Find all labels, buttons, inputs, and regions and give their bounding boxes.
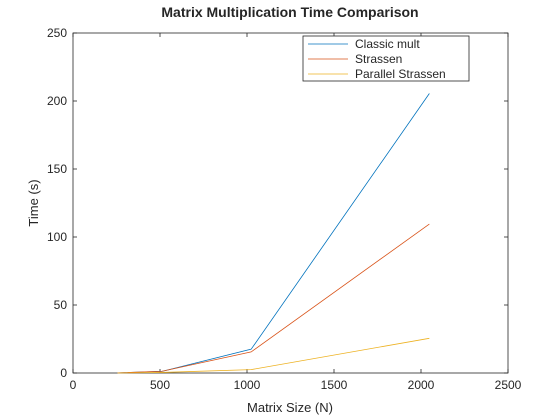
legend-box — [302, 35, 470, 82]
x-axis-label: Matrix Size (N) — [247, 400, 333, 415]
x-tick-label: 2500 — [495, 378, 522, 392]
x-tick-label: 0 — [70, 378, 77, 392]
y-axis-label: Time (s) — [26, 179, 41, 226]
series-lines — [117, 93, 430, 374]
y-tick-label: 0 — [60, 366, 67, 380]
x-tick-label: 500 — [150, 378, 170, 392]
y-tick-label: 250 — [47, 26, 67, 40]
y-tick-label: 200 — [47, 94, 67, 108]
x-tick-label: 1000 — [234, 378, 261, 392]
y-tick-label: 100 — [47, 230, 67, 244]
series-line-3 — [117, 337, 430, 374]
series-line-2 — [117, 223, 430, 374]
chart-title: Matrix Multiplication Time Comparison — [161, 4, 418, 20]
y-tick-label: 50 — [54, 298, 68, 312]
x-axis: 0 500 1000 1500 2000 2500 — [70, 33, 522, 392]
legend-label-3: Parallel Strassen — [355, 67, 446, 81]
x-tick-label: 2000 — [408, 378, 435, 392]
legend-label-1: Classic mult — [355, 37, 420, 51]
x-tick-label: 1500 — [321, 378, 348, 392]
y-axis: 0 50 100 150 200 250 — [47, 26, 508, 380]
legend-label-2: Strassen — [355, 52, 402, 66]
y-tick-label: 150 — [47, 162, 67, 176]
plot-area — [72, 32, 509, 374]
